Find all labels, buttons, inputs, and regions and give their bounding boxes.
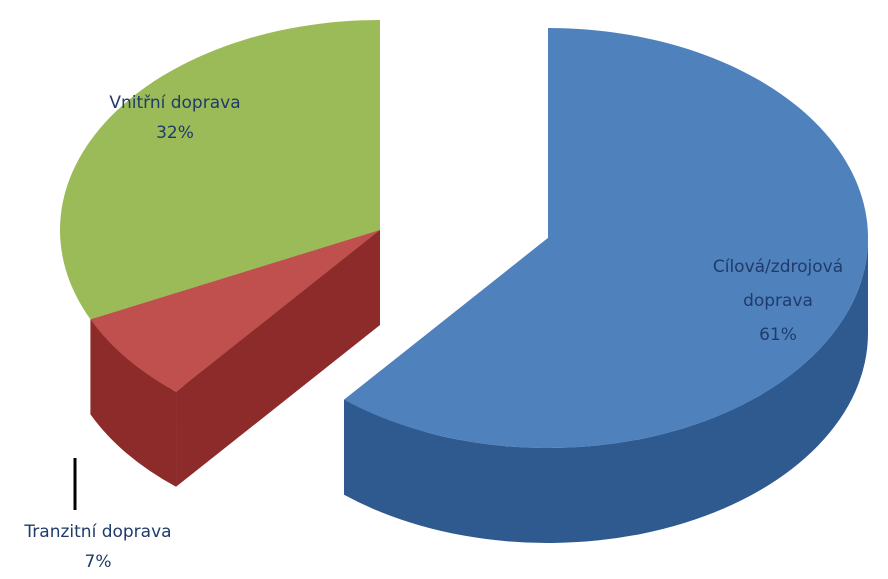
slice-vnitrni (59, 20, 381, 320)
label-cilova-zdrojova-line: 61% (759, 325, 797, 345)
label-tranzitni: Tranzitní doprava 7% (23, 522, 171, 572)
slice-cilova-zdrojova (344, 28, 869, 448)
slice-tranzitni-side (90, 319, 177, 487)
label-cilova-zdrojova: Cílová/zdrojová doprava 61% (713, 257, 843, 345)
label-cilova-zdrojova-line: doprava (743, 291, 813, 311)
slice-tranzitni-cut-face (176, 230, 380, 487)
label-vnitrni-line: 32% (156, 123, 194, 143)
label-tranzitni-line: 7% (85, 552, 112, 572)
slice-tranzitni (90, 230, 380, 392)
label-cilova-zdrojova-line: Cílová/zdrojová (713, 257, 843, 277)
slice-cilova-zdrojova-side (344, 238, 869, 544)
label-vnitrni: Vnitřní doprava 32% (109, 93, 240, 143)
label-vnitrni-line: Vnitřní doprava (109, 93, 240, 113)
label-tranzitni-line: Tranzitní doprava (23, 522, 171, 542)
